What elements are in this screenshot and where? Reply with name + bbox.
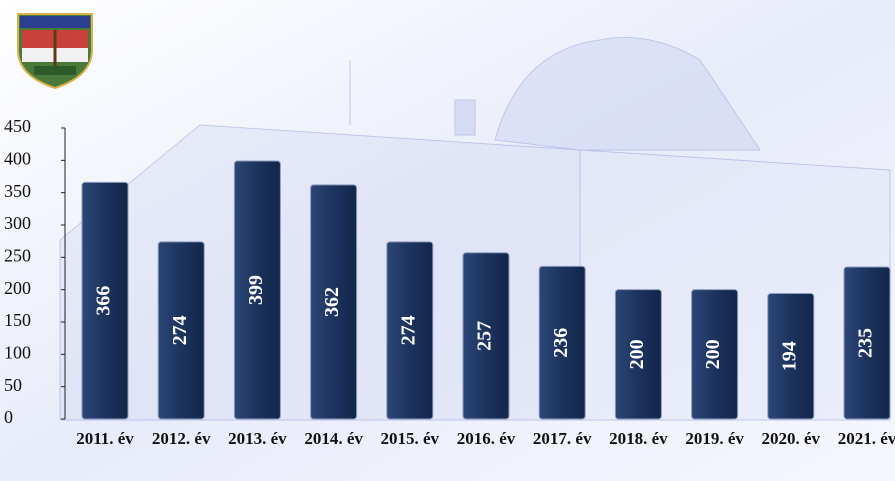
value-label: 362: [321, 287, 343, 317]
x-tick-label: 2015. év: [380, 429, 440, 448]
value-label: 200: [702, 339, 724, 369]
y-tick-label: 200: [4, 278, 31, 298]
bar: [538, 265, 586, 420]
value-label: 235: [855, 328, 877, 358]
y-tick-label: 450: [4, 116, 31, 136]
value-label: 366: [93, 286, 115, 316]
value-label: 194: [778, 341, 800, 371]
value-label: 200: [626, 339, 648, 369]
y-tick-label: 0: [4, 407, 13, 427]
bar: [310, 184, 358, 420]
value-label: 399: [245, 275, 267, 305]
value-label: 257: [474, 321, 496, 351]
x-tick-label: 2019. év: [685, 429, 744, 448]
y-tick-label: 250: [4, 245, 31, 265]
x-tick-label: 2011. év: [76, 429, 134, 448]
y-tick-label: 400: [4, 148, 31, 168]
bar: [157, 241, 205, 420]
bar: [691, 289, 739, 420]
x-tick-label: 2016. év: [456, 429, 516, 448]
bar: [81, 181, 129, 420]
y-tick-label: 150: [4, 310, 31, 330]
value-label: 274: [397, 315, 419, 345]
x-tick-label: 2021. év: [837, 429, 895, 448]
x-tick-label: 2014. év: [304, 429, 363, 448]
bar: [233, 160, 281, 420]
bar: [843, 266, 891, 420]
value-label: 236: [550, 328, 572, 358]
bar: [462, 252, 510, 420]
x-tick-label: 2012. év: [151, 429, 211, 448]
value-label: 274: [169, 315, 191, 345]
bar: [767, 293, 815, 420]
x-tick-label: 2018. év: [609, 429, 668, 448]
x-tick-label: 2017. év: [532, 429, 592, 448]
logo: [17, 13, 93, 90]
y-tick-label: 300: [4, 213, 31, 233]
bar: [386, 241, 434, 420]
x-tick-label: 2013. év: [228, 429, 287, 448]
x-tick-label: 2020. év: [761, 429, 821, 448]
y-tick-label: 350: [4, 181, 31, 201]
y-tick-label: 100: [4, 342, 31, 362]
y-tick-label: 50: [4, 375, 22, 395]
bar: [614, 289, 662, 420]
